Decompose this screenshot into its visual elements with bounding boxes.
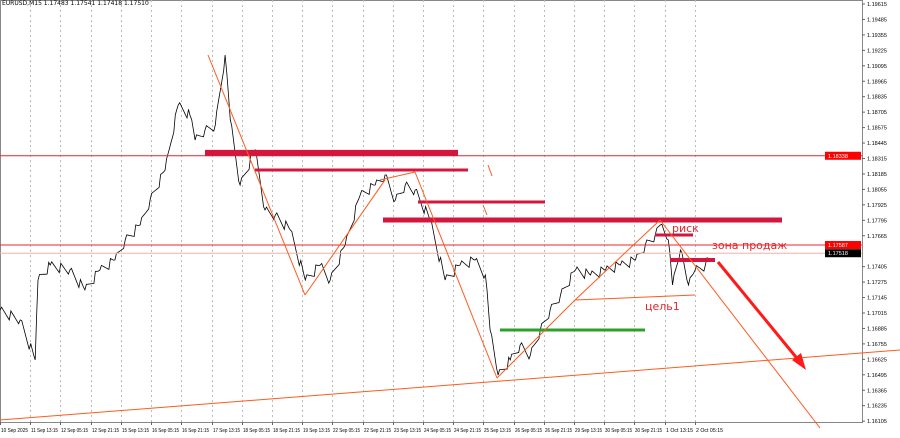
y-tick-label: 1.19615 [867, 2, 887, 8]
x-tick-label: 26 Sep 05:15 [515, 428, 542, 434]
x-tick-label: 1 Oct 13:15 [666, 428, 693, 434]
price-label: 1.17587 [828, 243, 848, 249]
x-tick-label: 22 Sep 05:15 [333, 428, 360, 434]
x-tick-label: 18 Sep 05:15 [243, 428, 270, 434]
trend-line [304, 179, 386, 296]
x-tick-label: 29 Sep 13:15 [575, 428, 602, 434]
x-tick-label: 12 Sep 05:15 [61, 428, 88, 434]
x-tick-label: 24 Sep 21:15 [454, 428, 481, 434]
trend-line [207, 54, 306, 296]
y-tick-label: 1.18835 [867, 95, 887, 101]
arrow-head-icon [792, 353, 806, 370]
x-tick-label: 10 Sep 2025 [1, 428, 28, 434]
y-tick-label: 1.17015 [867, 311, 887, 317]
trend-line [379, 171, 416, 181]
y-tick-label: 1.18575 [867, 126, 887, 132]
trend-line [574, 294, 696, 301]
y-tick-label: 1.16495 [867, 373, 887, 379]
y-tick-label: 1.18965 [867, 79, 887, 85]
y-tick-label: 1.17405 [867, 265, 887, 271]
x-tick-label: 17 Sep 13:15 [213, 428, 240, 434]
risk-label: риск [672, 222, 699, 235]
y-tick-label: 1.16755 [867, 342, 887, 348]
x-tick-label: 12 Sep 21:15 [92, 428, 119, 434]
y-tick-label: 1.16235 [867, 404, 887, 410]
y-tick-label: 1.17275 [867, 280, 887, 286]
y-tick-label: 1.17925 [867, 203, 887, 209]
y-tick-label: 1.17795 [867, 218, 887, 224]
x-tick-label: 22 Sep 21:15 [364, 428, 391, 434]
price-label-box [825, 151, 861, 160]
trend-line [659, 219, 821, 429]
trend-line [487, 164, 493, 177]
price-label-box [825, 249, 861, 258]
y-tick-label: 1.16365 [867, 388, 887, 394]
x-tick-label: 23 Sep 13:15 [394, 428, 421, 434]
price-label: 1.17518 [828, 251, 848, 257]
x-tick-label: 26 Sep 21:15 [545, 428, 572, 434]
plot-frame [0, 0, 863, 423]
price-label-box [825, 241, 861, 250]
y-tick-label: 1.18705 [867, 110, 887, 116]
x-tick-label: 11 Sep 13:15 [31, 428, 58, 434]
x-tick-label: 15 Sep 13:15 [122, 428, 149, 434]
x-tick-label: 16 Sep 05:15 [152, 428, 179, 434]
trend-line [496, 299, 576, 379]
y-tick-label: 1.19355 [867, 33, 887, 39]
sell-zone-label: зона продаж [712, 239, 788, 252]
y-tick-label: 1.17145 [867, 296, 887, 302]
x-tick-label: 18 Sep 21:15 [273, 428, 300, 434]
trend-line [574, 219, 661, 301]
y-tick-label: 1.16885 [867, 326, 887, 332]
y-tick-label: 1.19095 [867, 64, 887, 70]
trend-line [414, 171, 498, 379]
symbol-info: EURUSD,M15 1.17483 1.17541 1.17418 1.175… [2, 0, 149, 7]
x-tick-label: 2 Oct 05:15 [696, 428, 723, 434]
y-tick-label: 1.19225 [867, 48, 887, 54]
y-tick-label: 1.17665 [867, 234, 887, 240]
y-tick-label: 1.19485 [867, 17, 887, 23]
target1-label: цель1 [645, 300, 680, 313]
x-tick-label: 24 Sep 05:15 [424, 428, 451, 434]
y-tick-label: 1.18445 [867, 141, 887, 147]
y-tick-label: 1.16625 [867, 357, 887, 363]
x-tick-label: 30 Sep 05:15 [605, 428, 632, 434]
y-tick-label: 1.18185 [867, 172, 887, 178]
trend-line [0, 349, 900, 421]
y-tick-label: 1.18315 [867, 157, 887, 163]
price-line [0, 54, 709, 376]
y-tick-label: 1.16105 [867, 419, 887, 425]
x-tick-label: 30 Sep 21:15 [635, 428, 662, 434]
x-tick-label: 16 Sep 21:15 [182, 428, 209, 434]
x-tick-label: 25 Sep 13:15 [484, 428, 511, 434]
y-tick-label: 1.18055 [867, 187, 887, 193]
trend-line [482, 204, 488, 216]
x-tick-label: 19 Sep 13:15 [303, 428, 330, 434]
sell-arrow [716, 261, 802, 363]
price-label: 1.18338 [828, 154, 848, 160]
